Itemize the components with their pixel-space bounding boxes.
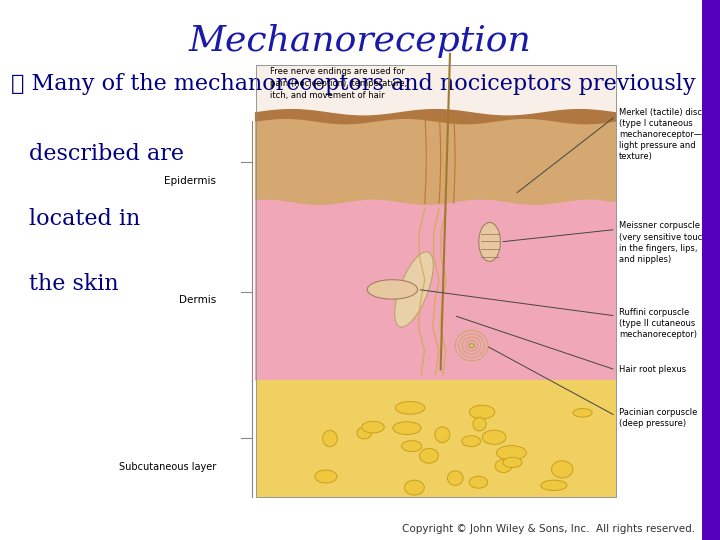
Ellipse shape bbox=[573, 409, 592, 417]
Ellipse shape bbox=[469, 405, 495, 419]
Text: located in: located in bbox=[29, 208, 140, 230]
Polygon shape bbox=[256, 118, 616, 206]
Ellipse shape bbox=[393, 422, 421, 435]
Text: the skin: the skin bbox=[29, 273, 118, 295]
Text: described are: described are bbox=[29, 143, 184, 165]
Ellipse shape bbox=[395, 252, 433, 327]
Bar bbox=[256, 380, 616, 497]
Bar bbox=[256, 65, 616, 497]
Ellipse shape bbox=[315, 470, 337, 483]
Ellipse shape bbox=[552, 461, 573, 478]
Ellipse shape bbox=[473, 417, 486, 431]
Polygon shape bbox=[256, 200, 616, 380]
Text: ❖ Many of the mechanoreceptors and nociceptors previously: ❖ Many of the mechanoreceptors and nocic… bbox=[11, 73, 696, 95]
Ellipse shape bbox=[497, 446, 526, 460]
Text: Subcutaneous layer: Subcutaneous layer bbox=[119, 462, 216, 472]
Ellipse shape bbox=[503, 457, 522, 468]
Text: Ruffini corpuscle
(type II cutaneous
mechanoreceptor): Ruffini corpuscle (type II cutaneous mec… bbox=[619, 308, 697, 339]
Bar bbox=[256, 65, 616, 497]
Ellipse shape bbox=[479, 222, 500, 261]
Ellipse shape bbox=[323, 430, 337, 447]
Ellipse shape bbox=[447, 471, 463, 485]
Ellipse shape bbox=[361, 421, 384, 433]
Ellipse shape bbox=[541, 480, 567, 490]
Ellipse shape bbox=[482, 430, 506, 444]
Ellipse shape bbox=[495, 460, 512, 472]
Text: Mechanoreception: Mechanoreception bbox=[189, 24, 531, 58]
Text: Meissner corpuscle
(very sensitive touch
in the fingers, lips,
and nipples): Meissner corpuscle (very sensitive touch… bbox=[619, 221, 708, 264]
Text: Merkel (tactile) disc
(type I cutaneous
mechanoreceptor—
light pressure and
text: Merkel (tactile) disc (type I cutaneous … bbox=[619, 108, 702, 161]
Ellipse shape bbox=[367, 280, 418, 299]
Ellipse shape bbox=[402, 441, 422, 451]
Ellipse shape bbox=[395, 402, 425, 414]
Ellipse shape bbox=[420, 448, 438, 463]
Ellipse shape bbox=[469, 344, 474, 347]
Polygon shape bbox=[256, 110, 616, 124]
Ellipse shape bbox=[462, 436, 481, 447]
Ellipse shape bbox=[357, 427, 372, 439]
Text: Free nerve endings are used for
pain (nociception), temperature,
itch, and movem: Free nerve endings are used for pain (no… bbox=[270, 68, 408, 100]
Text: Dermis: Dermis bbox=[179, 295, 216, 305]
Ellipse shape bbox=[405, 480, 424, 495]
Text: Pacinian corpuscle
(deep pressure): Pacinian corpuscle (deep pressure) bbox=[619, 408, 698, 428]
Text: Copyright © John Wiley & Sons, Inc.  All rights reserved.: Copyright © John Wiley & Sons, Inc. All … bbox=[402, 523, 695, 534]
Ellipse shape bbox=[435, 427, 450, 442]
Text: Epidermis: Epidermis bbox=[164, 176, 216, 186]
Text: Hair root plexus: Hair root plexus bbox=[619, 364, 686, 374]
Ellipse shape bbox=[469, 476, 487, 488]
